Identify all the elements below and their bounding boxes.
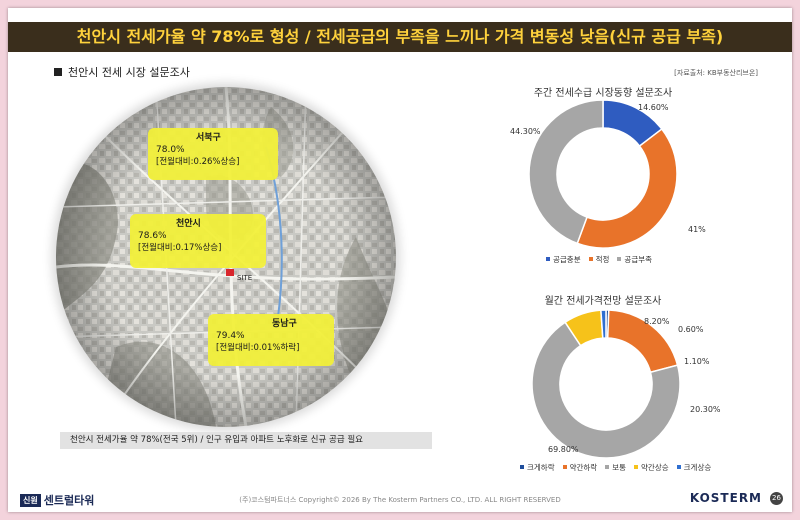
legend-label: 보통 (612, 463, 627, 472)
chart1-slice-3 (528, 99, 604, 245)
callout-cheonan-delta: [전월대비:0.17%상승] (138, 243, 222, 253)
callout-dongnam-delta: [전월대비:0.01%하락] (216, 343, 300, 353)
chart2-data-label-2: 20.30% (690, 405, 721, 414)
legend-label: 크게하락 (527, 463, 555, 472)
legend-swatch (605, 465, 610, 469)
callout-seobuk: 서북구 78.0% [전월대비:0.26%상승] (148, 128, 278, 180)
copyright: (주)코스텀파트너스 Copyright© 2026 By The Koster… (239, 496, 561, 504)
project-logo: 신원 센트럴타워 (20, 492, 94, 508)
footer-bar: 신원 센트럴타워 (주)코스텀파트너스 Copyright© 2026 By Th… (8, 486, 792, 512)
chart2-legend-item-4: 약간상승 (634, 463, 669, 472)
footer-note: 천안시 전세가율 약 78%(전국 5위) / 인구 유입과 아파트 노후화로 … (60, 432, 432, 449)
legend-label: 약간하락 (569, 463, 598, 472)
legend-swatch (520, 465, 524, 469)
chart1-data-label-2: 41% (688, 225, 706, 234)
chart2-slice-3 (531, 321, 681, 459)
chart1-slice-2 (576, 128, 678, 249)
legend-label: 크게상승 (683, 463, 712, 472)
callout-dongnam: 동남구 79.4% [전월대비:0.01%하락] (208, 314, 334, 366)
section-title-text: 천안시 전세 시장 설문조사 (68, 66, 190, 79)
project-logo-box: 신원 (20, 494, 41, 507)
legend-swatch (562, 465, 567, 469)
chart1-title: 주간 전세수급 시장동향 설문조사 (533, 88, 673, 99)
legend-label: 적정 (595, 255, 610, 264)
legend-swatch (546, 257, 550, 261)
chart1-legend-item-3: 공급부족 (617, 255, 652, 264)
section-title: 천안시 전세 시장 설문조사 (54, 64, 190, 80)
legend-swatch (634, 465, 639, 469)
callout-dongnam-name: 동남구 (272, 319, 297, 329)
chart2-data-label-4: 8.20% (644, 317, 670, 326)
chart2-legend-item-1: 크게하락 (520, 463, 555, 472)
chart2-legend: 크게하락 약간하락 보통 약간상승 크게상승 (520, 462, 719, 473)
page-title-banner: 천안시 전세가율 약 78%로 형성 / 전세공급의 부족을 느끼나 가격 변동… (8, 22, 792, 52)
chart1-legend: 공급충분 적정 공급부족 (546, 254, 660, 265)
chart2-data-label-1: 0.60% (678, 325, 704, 334)
callout-cheonan-name: 천안시 (176, 219, 201, 229)
chart1-legend-item-1: 공급충분 (546, 255, 581, 264)
slide: 천안시 전세가율 약 78%로 형성 / 전세공급의 부족을 느끼나 가격 변동… (8, 8, 792, 512)
legend-label: 공급부족 (624, 255, 653, 264)
callout-cheonan-rate: 78.6% (138, 231, 167, 241)
legend-label: 공급충분 (553, 255, 581, 264)
chart2-title: 월간 전세가격전망 설문조사 (544, 296, 662, 307)
chart2-data-label-5: 1.10% (684, 357, 710, 366)
chart2-data-label-3: 69.80% (548, 445, 579, 454)
chart2-slice-5 (600, 309, 607, 339)
chart1-legend-item-2: 적정 (588, 255, 610, 264)
callout-seobuk-name: 서북구 (196, 133, 221, 143)
callout-seobuk-rate: 78.0% (156, 145, 185, 155)
callout-cheonan: 천안시 78.6% [전월대비:0.17%상승] (130, 214, 266, 268)
chart1-data-label-1: 14.60% (638, 103, 669, 112)
source-note: [자료출처: KB부동산리브온] (674, 69, 758, 77)
legend-swatch (617, 257, 622, 261)
page-number: 26 (770, 492, 783, 505)
site-label: SITE (237, 274, 253, 282)
project-logo-text: 센트럴타워 (43, 494, 95, 507)
legend-label: 약간상승 (641, 463, 669, 472)
chart1-data-label-3: 44.30% (510, 127, 541, 136)
chart1-donut: 14.60% 41% 44.30% (510, 99, 706, 249)
legend-swatch (588, 257, 593, 261)
chart2-legend-item-5: 크게상승 (676, 463, 712, 472)
legend-swatch (676, 465, 681, 469)
square-bullet-icon (54, 68, 62, 76)
chart2-legend-item-2: 약간하락 (562, 463, 598, 472)
brand-logo: KOSTERM (689, 491, 762, 505)
callout-seobuk-delta: [전월대비:0.26%상승] (156, 157, 240, 167)
chart2-legend-item-3: 보통 (605, 463, 626, 472)
callout-dongnam-rate: 79.4% (216, 331, 245, 341)
chart2-donut: 0.60% 20.30% 69.80% 8.20% 1.10% (531, 309, 721, 459)
